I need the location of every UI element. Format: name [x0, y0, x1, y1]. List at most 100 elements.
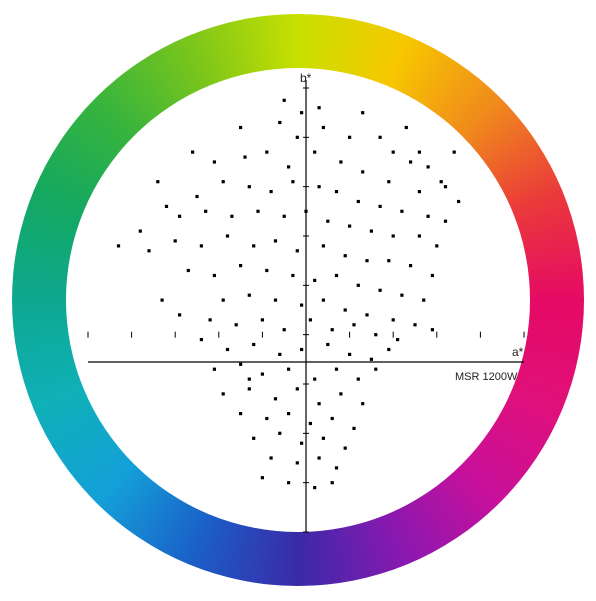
data-point: [426, 165, 430, 169]
data-point: [178, 313, 182, 317]
data-point: [147, 249, 151, 253]
data-point: [400, 293, 404, 297]
data-point: [317, 402, 321, 406]
data-point: [239, 362, 243, 366]
data-point: [173, 239, 177, 243]
data-point: [239, 125, 243, 130]
data-point: [391, 150, 395, 154]
data-point: [212, 160, 216, 164]
data-point: [426, 214, 430, 218]
data-point: [265, 268, 269, 273]
data-point: [287, 481, 291, 485]
data-point: [334, 466, 339, 470]
data-point: [413, 323, 417, 327]
data-point: [356, 283, 360, 287]
data-point: [221, 298, 225, 302]
data-point: [295, 249, 299, 253]
data-point: [295, 135, 299, 139]
data-point: [452, 150, 456, 154]
data-point: [304, 209, 308, 213]
data-point: [278, 431, 282, 435]
data-point: [361, 402, 365, 406]
data-point: [208, 318, 212, 322]
data-point: [243, 155, 247, 159]
data-point: [260, 476, 264, 480]
data-point: [273, 239, 278, 243]
data-point: [391, 318, 395, 322]
data-point: [269, 190, 273, 194]
data-point: [282, 98, 286, 102]
data-point: [430, 273, 434, 278]
data-point: [195, 194, 199, 199]
data-point: [138, 229, 142, 233]
data-point: [287, 367, 291, 371]
data-point: [409, 160, 413, 164]
data-point: [404, 125, 408, 130]
data-point: [291, 273, 295, 278]
data-point: [334, 367, 339, 371]
data-point: [287, 412, 291, 416]
data-point: [348, 135, 352, 139]
data-point: [365, 259, 369, 263]
data-point: [278, 352, 282, 356]
data-point: [300, 441, 304, 445]
data-point: [330, 328, 334, 332]
data-point: [321, 436, 325, 440]
data-point: [356, 199, 360, 204]
data-point: [291, 180, 295, 184]
plot-area-background: [66, 68, 530, 532]
data-point: [191, 150, 195, 154]
data-point: [313, 150, 317, 154]
data-point: [356, 377, 360, 381]
data-point: [387, 347, 391, 352]
data-point: [212, 367, 216, 371]
data-point: [221, 392, 225, 396]
data-points: [116, 98, 461, 490]
data-point: [343, 308, 347, 312]
data-point: [378, 288, 382, 292]
data-point: [374, 333, 378, 337]
data-point: [317, 106, 321, 110]
data-point: [273, 397, 278, 401]
data-point: [116, 244, 121, 248]
data-point: [178, 214, 182, 218]
data-point: [400, 209, 404, 213]
data-point: [260, 318, 264, 322]
y-axis-ticks: [303, 87, 309, 533]
data-point: [252, 244, 256, 248]
data-point: [391, 234, 395, 238]
data-point: [313, 377, 317, 381]
data-point: [443, 219, 448, 223]
data-point: [334, 190, 339, 194]
data-point: [225, 347, 230, 352]
data-point: [282, 214, 286, 218]
data-point: [352, 323, 356, 327]
data-point: [300, 347, 304, 352]
data-point: [308, 421, 312, 426]
data-point: [247, 293, 251, 297]
data-point: [313, 278, 317, 282]
data-point: [300, 303, 304, 307]
data-point: [225, 234, 230, 238]
data-point: [164, 204, 169, 208]
instrument-annotation: MSR 1200W: [455, 371, 518, 383]
data-point: [199, 244, 203, 248]
data-point: [308, 318, 312, 322]
data-point: [234, 323, 238, 327]
data-point: [300, 111, 304, 115]
y-axis-label: b*: [300, 71, 312, 85]
data-point: [396, 338, 400, 342]
data-point: [239, 264, 243, 268]
data-point: [365, 313, 369, 317]
data-point: [417, 234, 421, 238]
data-point: [321, 244, 325, 248]
data-point: [252, 436, 256, 440]
data-point: [247, 387, 251, 391]
data-point: [252, 342, 256, 347]
data-point: [378, 204, 382, 208]
data-point: [457, 199, 461, 204]
data-point: [430, 328, 434, 332]
data-point: [439, 180, 443, 184]
